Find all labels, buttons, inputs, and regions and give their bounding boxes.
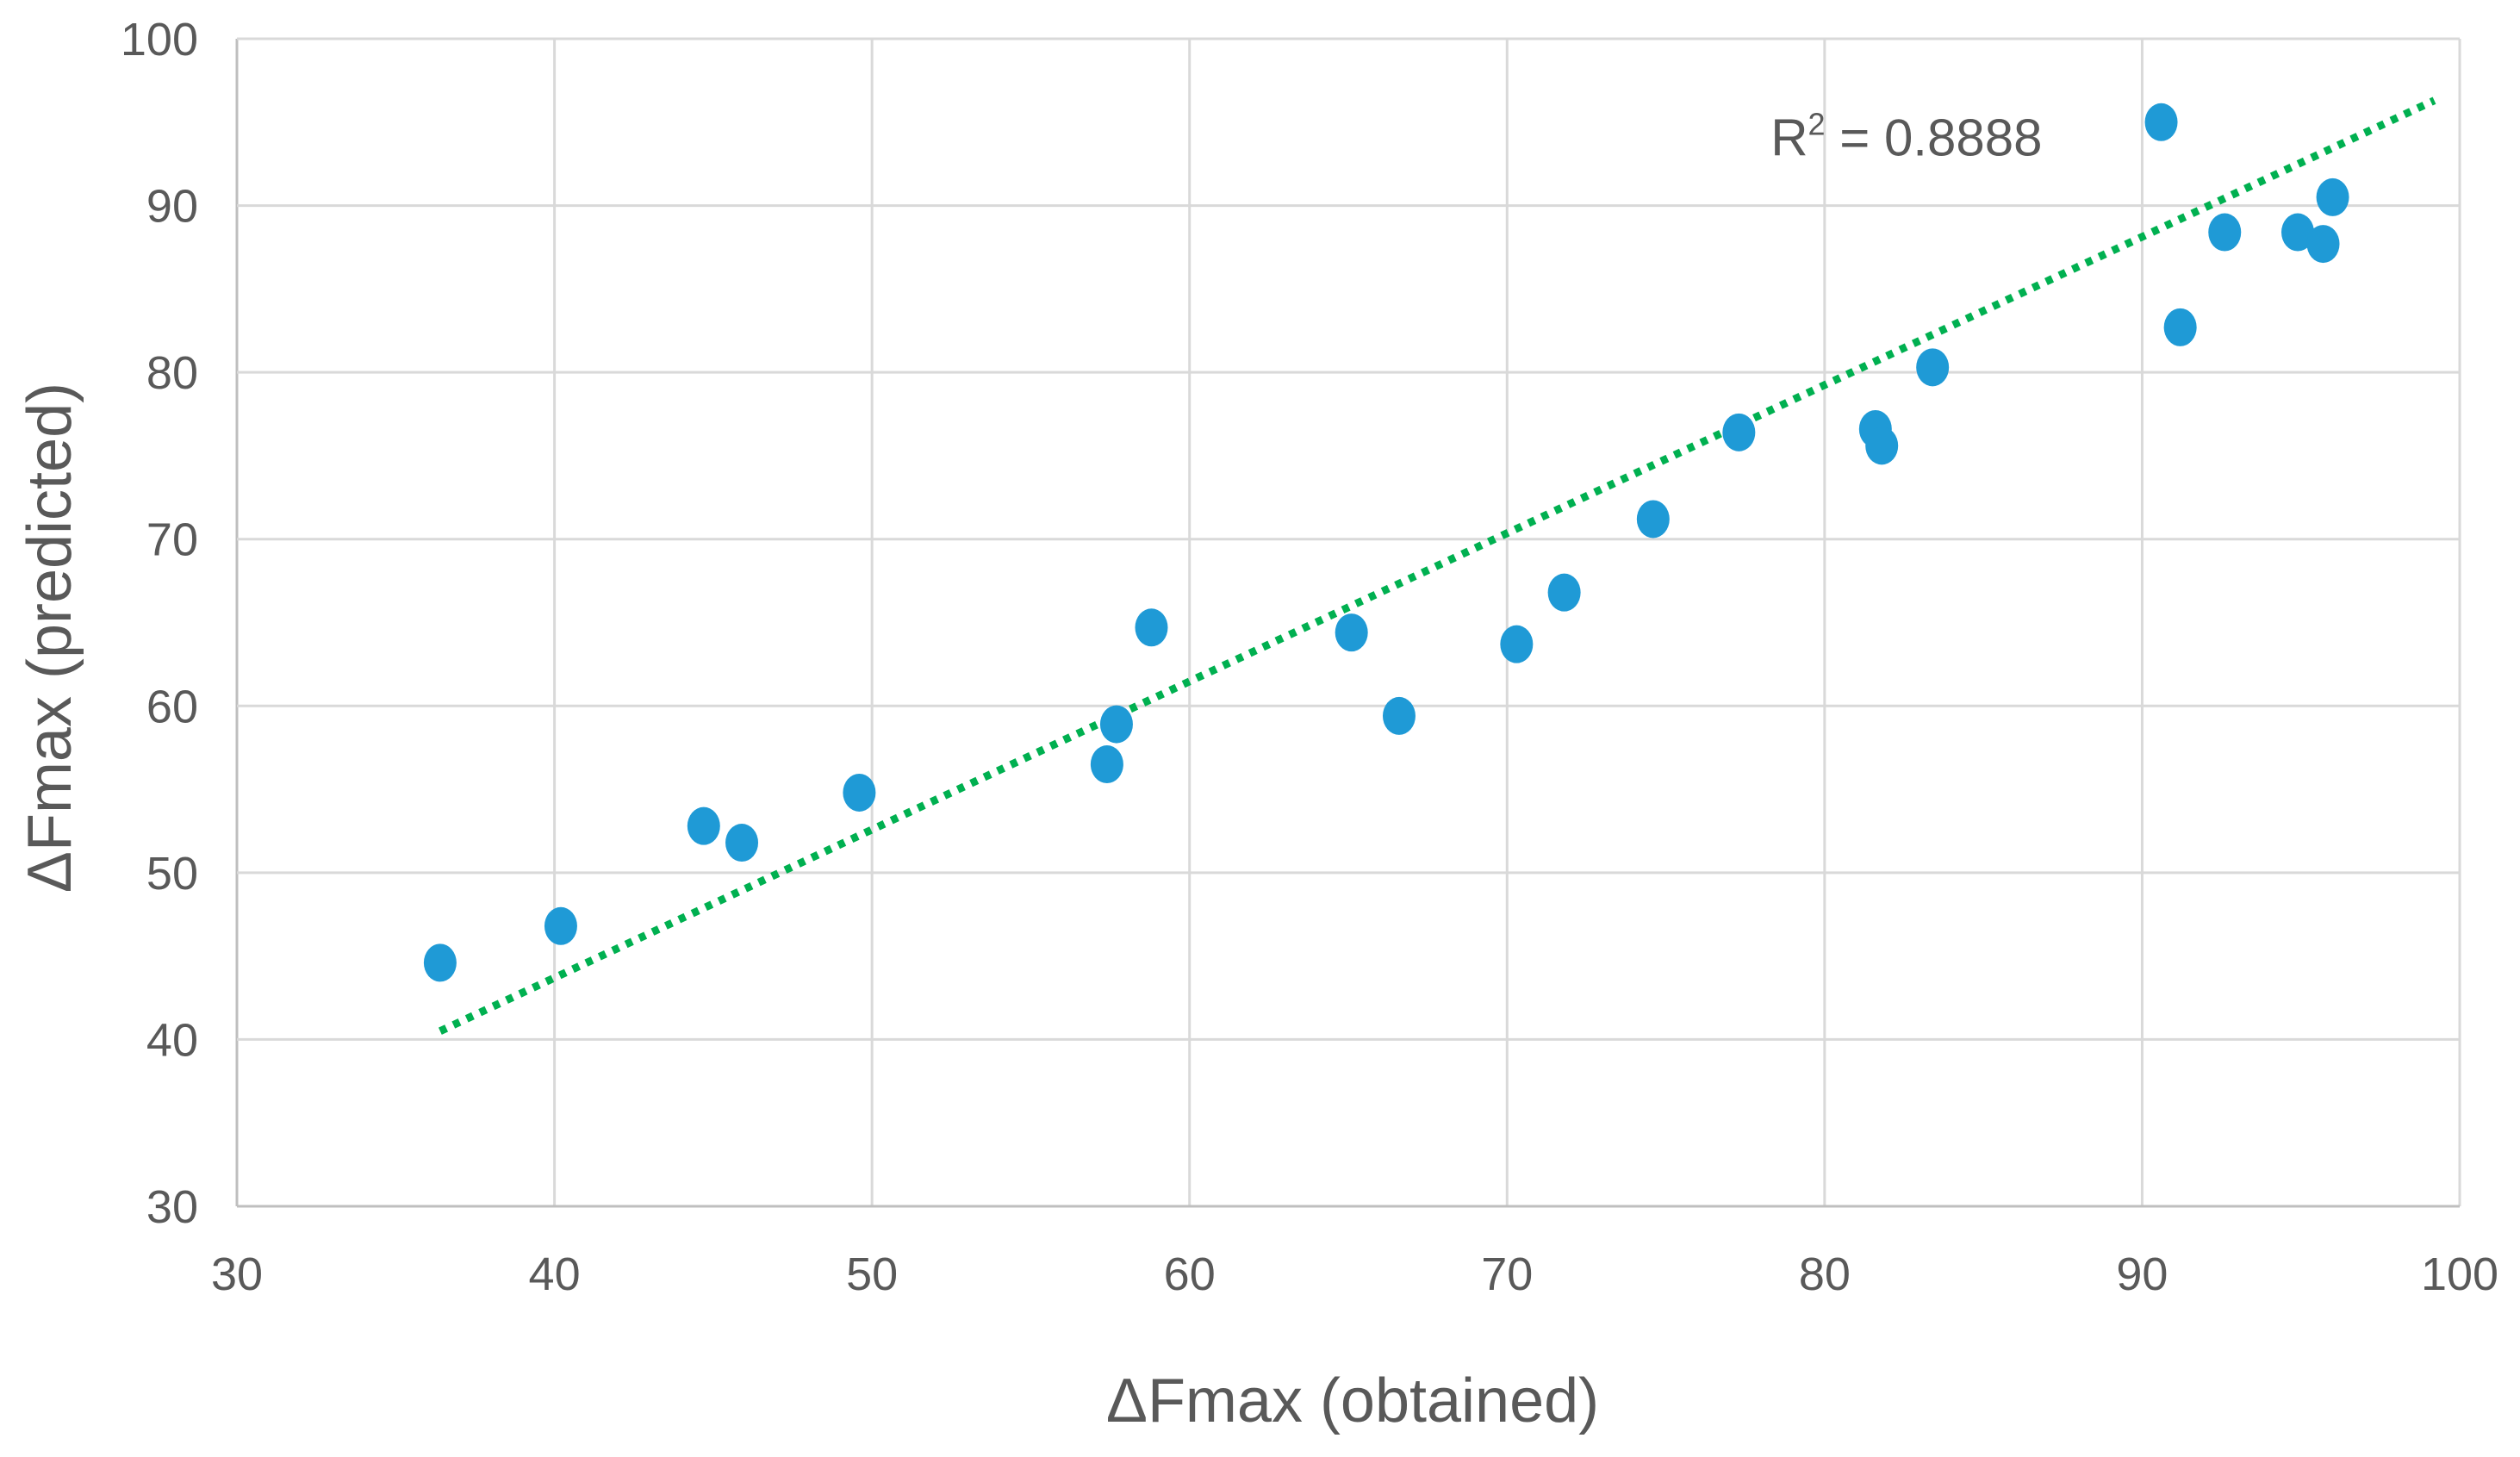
data-point-18	[2144, 103, 2178, 141]
x-axis-title: ΔFmax (obtained)	[1106, 1367, 1599, 1435]
data-point-21	[2281, 213, 2315, 252]
r-squared-annotation: R2 = 0.8888	[1770, 107, 2042, 167]
y-tick-label-100: 100	[121, 14, 198, 65]
y-tick-label-70: 70	[146, 514, 198, 566]
x-tick-label-30: 30	[211, 1248, 263, 1300]
x-axis-ticks: 30 40 50 60 70 80 90 100	[211, 1248, 2498, 1300]
x-tick-label-40: 40	[529, 1248, 581, 1300]
data-point-5	[843, 773, 876, 812]
data-point-9	[1335, 613, 1368, 652]
y-tick-label-30: 30	[146, 1181, 198, 1233]
y-tick-label-50: 50	[146, 848, 198, 900]
data-point-12	[1547, 573, 1581, 612]
data-point-19	[2163, 308, 2197, 346]
data-point-22	[2306, 225, 2340, 264]
data-point-14	[1722, 413, 1756, 451]
x-tick-label-100: 100	[2421, 1248, 2498, 1300]
trendline	[438, 97, 2436, 1035]
x-tick-label-50: 50	[846, 1248, 898, 1300]
trendline-group	[438, 97, 2436, 1035]
data-point-17	[1916, 348, 1950, 387]
data-point-10	[1382, 696, 1416, 735]
y-tick-label-80: 80	[146, 347, 198, 399]
y-tick-label-90: 90	[146, 181, 198, 233]
data-point-3	[687, 806, 720, 845]
y-axis-ticks: 30 40 50 60 70 80 90 100	[121, 14, 198, 1233]
data-point-11	[1500, 625, 1534, 663]
data-point-16	[1865, 427, 1899, 465]
x-tick-label-60: 60	[1164, 1248, 1216, 1300]
data-points	[423, 103, 2349, 982]
y-tick-label-40: 40	[146, 1014, 198, 1066]
data-point-4	[725, 824, 759, 862]
y-axis-title: ΔFmax (predicted)	[16, 383, 84, 893]
data-point-20	[2208, 213, 2242, 252]
data-point-23	[2316, 177, 2349, 216]
x-tick-label-70: 70	[1481, 1248, 1533, 1300]
data-point-7	[1099, 705, 1133, 744]
x-tick-label-90: 90	[2116, 1248, 2168, 1300]
data-point-13	[1636, 500, 1670, 539]
data-point-6	[1090, 745, 1123, 784]
x-tick-label-80: 80	[1799, 1248, 1851, 1300]
grid	[235, 37, 2461, 1208]
data-point-2	[544, 906, 577, 945]
data-point-8	[1135, 608, 1168, 647]
data-point-1	[423, 943, 457, 982]
y-tick-label-60: 60	[146, 681, 198, 732]
annotations: R2 = 0.8888	[1770, 107, 2042, 167]
